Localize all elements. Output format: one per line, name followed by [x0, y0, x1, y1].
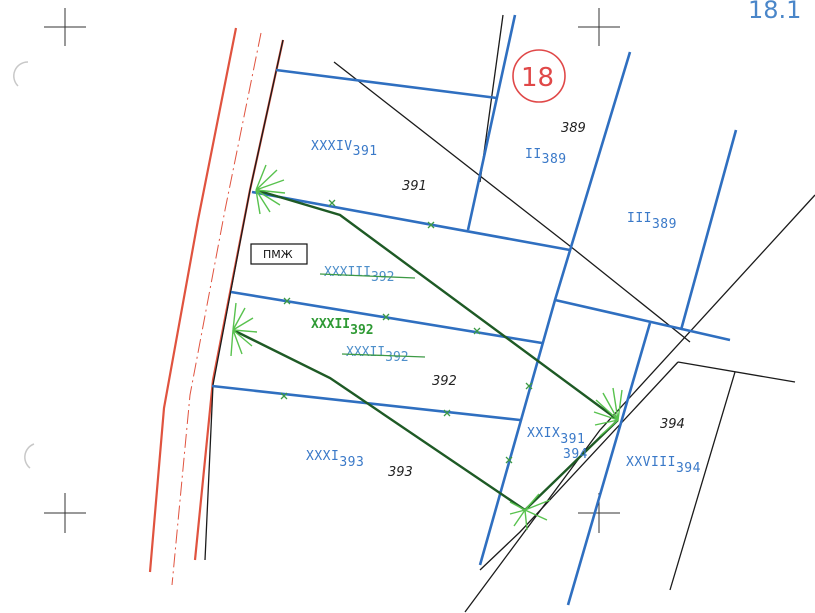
- road-edge-black: [204, 39, 284, 561]
- parcel-label-xxix-391: XXIX391: [527, 426, 585, 447]
- parcel-label-xxxi-393: XXXI393: [306, 449, 364, 470]
- hatch-fan-right: [593, 387, 623, 437]
- road-centerline: [171, 32, 262, 586]
- new-boundary-lower: [232, 328, 619, 512]
- parcel-boundary-3: [251, 190, 571, 252]
- registration-mark-top-left: [44, 8, 86, 46]
- parcel-boundary-1: [275, 68, 498, 100]
- pmzh-marker-box: [250, 243, 308, 265]
- parcel-boundary-4: [478, 51, 632, 566]
- parcel-boundary-6: [554, 298, 731, 342]
- parcel-note-394: 394: [563, 447, 588, 462]
- parcel-boundary-2: [466, 14, 517, 231]
- strikethrough-xxxiii: [319, 273, 416, 279]
- cadastral-line-lower-diagonal: [479, 361, 679, 571]
- cadastral-line-diagonal-top: [333, 61, 691, 343]
- hatch-fan-mid-left: [230, 302, 258, 357]
- hatch-fan-top-left: [255, 164, 286, 215]
- hatch-fan-bottom: [509, 493, 551, 531]
- sheet-badge-number: 18: [521, 63, 554, 93]
- parcel-number-392: 392: [432, 374, 457, 389]
- parcel-label-iii-389: III389: [627, 211, 677, 232]
- road-edge-left: [148, 27, 238, 573]
- parcel-label-xxviii-394: XXVIII394: [626, 455, 701, 476]
- parcel-label-xxxiv-391: XXXIV391: [311, 139, 378, 159]
- strikethrough-xxxii: [341, 353, 426, 358]
- new-boundary-upper: [255, 188, 619, 421]
- binder-hole-top: [13, 61, 29, 87]
- parcel-number-389: 389: [561, 121, 586, 136]
- parcel-boundary-5: [679, 129, 738, 331]
- parcel-label-ii-389: II389: [525, 147, 567, 167]
- parcel-number-391: 391: [402, 179, 427, 194]
- binder-hole-bottom: [24, 443, 35, 469]
- sheet-corner-label: 18.1: [748, 0, 801, 24]
- parcel-label-xxxii-392-struck: XXXII392: [346, 345, 409, 365]
- parcel-number-393: 393: [388, 465, 413, 480]
- cadastral-line-right-horizontal: [677, 361, 796, 383]
- cadastral-line-right-diagonal: [464, 194, 815, 613]
- registration-mark-top-right: [578, 8, 620, 46]
- parcel-boundary-9: [566, 322, 652, 606]
- pmzh-marker-label: ПМЖ: [263, 248, 293, 261]
- crossed-boundary-marks: [280, 199, 533, 464]
- cadastral-line-right-vertical: [669, 371, 736, 591]
- parcel-label-xxxii-392-new: XXXII392: [311, 317, 374, 338]
- parcel-number-394: 394: [660, 417, 685, 432]
- sheet-badge-circle: [512, 49, 566, 103]
- registration-mark-bottom-left: [44, 493, 86, 533]
